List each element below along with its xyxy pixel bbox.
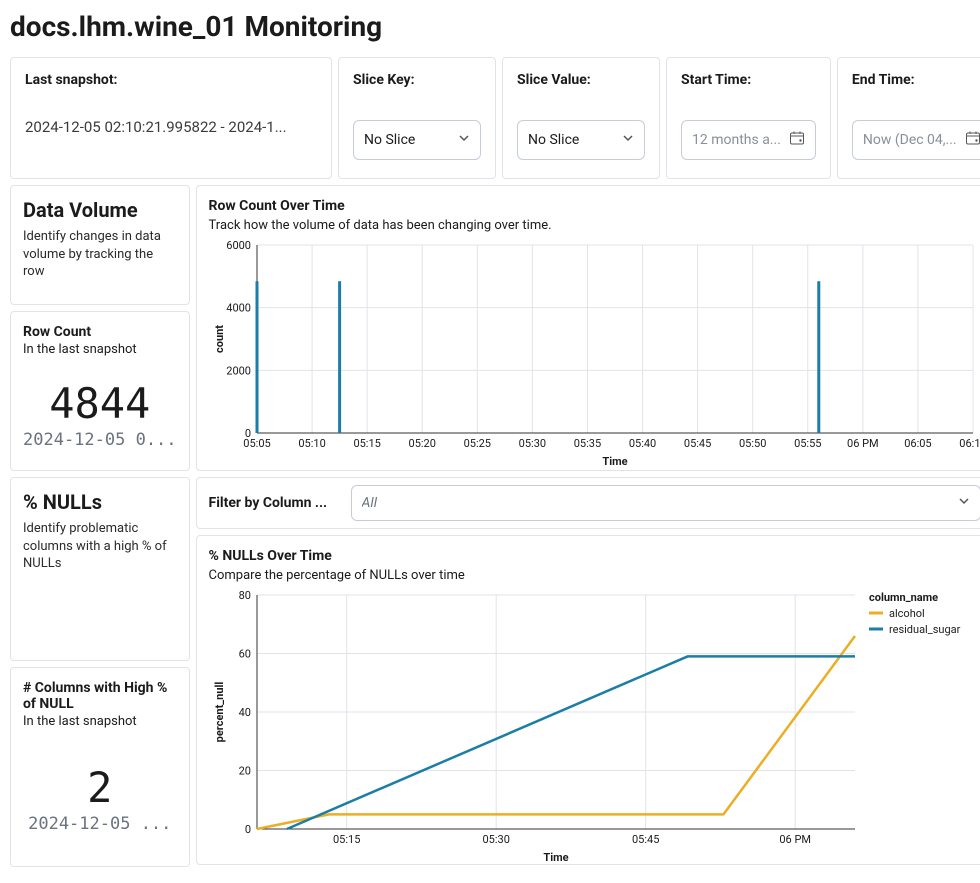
svg-text:06:10: 06:10 <box>959 437 980 450</box>
svg-text:20: 20 <box>238 765 250 778</box>
high-null-title: # Columns with High % of NULL <box>23 680 177 712</box>
svg-text:80: 80 <box>238 589 250 602</box>
nulls-desc: Identify problematic columns with a high… <box>23 520 177 573</box>
data-volume-summary: Data Volume Identify changes in data vol… <box>10 185 190 305</box>
svg-text:Time: Time <box>602 455 627 468</box>
nulls-summary: % NULLs Identify problematic columns wit… <box>10 477 190 661</box>
filter-snapshot: Last snapshot: 2024-12-05 02:10:21.99582… <box>10 57 332 179</box>
data-volume-desc: Identify changes in data volume by track… <box>23 228 177 281</box>
row-count-chart-subtitle: Track how the volume of data has been ch… <box>209 218 980 233</box>
svg-text:05:35: 05:35 <box>573 437 600 450</box>
slice-key-select[interactable]: No Slice <box>353 120 481 160</box>
column-filter-label: Filter by Column ... <box>209 495 335 511</box>
chevron-down-icon <box>458 132 470 148</box>
high-null-subtitle: In the last snapshot <box>23 714 177 729</box>
row-count-chart-title: Row Count Over Time <box>209 198 980 214</box>
nulls-heading: % NULLs <box>23 490 177 514</box>
page-title: docs.lhm.wine_01 Monitoring <box>10 10 970 43</box>
data-volume-heading: Data Volume <box>23 198 177 222</box>
row-count-chart-svg: 020004000600005:0505:1005:1505:2005:2505… <box>209 239 980 469</box>
chevron-down-icon <box>958 495 970 511</box>
svg-text:2000: 2000 <box>226 364 251 377</box>
row-count-title: Row Count <box>23 324 177 340</box>
svg-text:40: 40 <box>238 706 250 719</box>
end-time-value: Now (Dec 04,... <box>863 132 957 148</box>
svg-text:alcohol: alcohol <box>889 607 925 620</box>
column-filter-panel: Filter by Column ... All <box>196 477 980 529</box>
filter-slice-value-label: Slice Value: <box>517 72 645 88</box>
svg-text:05:30: 05:30 <box>518 437 545 450</box>
svg-text:05:05: 05:05 <box>243 437 270 450</box>
filter-slice-key: Slice Key: No Slice <box>338 57 496 179</box>
svg-text:column_name: column_name <box>869 591 938 604</box>
row-count-subtitle: In the last snapshot <box>23 342 177 357</box>
slice-key-value: No Slice <box>364 132 450 148</box>
slice-value-value: No Slice <box>528 132 614 148</box>
svg-text:05:55: 05:55 <box>794 437 821 450</box>
row-count-timestamp: 2024-12-05 0... <box>23 430 177 450</box>
filter-slice-value: Slice Value: No Slice <box>502 57 660 179</box>
row-count-stat: Row Count In the last snapshot 4844 2024… <box>10 311 190 471</box>
filter-snapshot-label: Last snapshot: <box>25 72 317 88</box>
svg-text:06 PM: 06 PM <box>847 437 879 450</box>
svg-text:06 PM: 06 PM <box>779 833 811 846</box>
svg-text:05:20: 05:20 <box>408 437 435 450</box>
filter-snapshot-value: 2024-12-05 02:10:21.995822 - 2024-1... <box>25 118 317 136</box>
filter-slice-key-label: Slice Key: <box>353 72 481 88</box>
svg-text:05:30: 05:30 <box>482 833 509 846</box>
filter-end-time: End Time: Now (Dec 04,... <box>837 57 980 179</box>
svg-text:4000: 4000 <box>226 302 251 315</box>
chevron-down-icon <box>622 132 634 148</box>
svg-text:05:15: 05:15 <box>353 437 380 450</box>
row-count-value: 4844 <box>23 379 177 428</box>
calendar-icon <box>965 130 980 150</box>
high-null-timestamp: 2024-12-05 ... <box>23 814 177 834</box>
svg-text:60: 60 <box>238 648 250 661</box>
svg-text:count: count <box>213 325 226 353</box>
svg-text:6000: 6000 <box>226 239 251 252</box>
svg-text:05:50: 05:50 <box>739 437 766 450</box>
svg-text:05:10: 05:10 <box>298 437 325 450</box>
svg-text:residual_sugar: residual_sugar <box>889 623 961 636</box>
svg-text:06:05: 06:05 <box>904 437 931 450</box>
start-time-value: 12 months a... <box>692 132 781 148</box>
svg-text:percent_null: percent_null <box>213 682 226 743</box>
svg-text:05:15: 05:15 <box>333 833 360 846</box>
filter-start-label: Start Time: <box>681 72 816 88</box>
filter-bar: Last snapshot: 2024-12-05 02:10:21.99582… <box>10 57 970 179</box>
svg-text:0: 0 <box>244 823 250 836</box>
column-filter-select[interactable]: All <box>351 485 980 521</box>
calendar-icon <box>789 130 805 150</box>
row-count-chart: Row Count Over Time Track how the volume… <box>196 185 980 471</box>
high-null-stat: # Columns with High % of NULL In the las… <box>10 667 190 867</box>
column-filter-value: All <box>362 495 950 511</box>
svg-text:05:40: 05:40 <box>628 437 655 450</box>
end-time-picker[interactable]: Now (Dec 04,... <box>852 120 980 160</box>
svg-text:05:45: 05:45 <box>632 833 659 846</box>
slice-value-select[interactable]: No Slice <box>517 120 645 160</box>
high-null-value: 2 <box>23 763 177 812</box>
start-time-picker[interactable]: 12 months a... <box>681 120 816 160</box>
svg-text:05:25: 05:25 <box>463 437 490 450</box>
filter-end-label: End Time: <box>852 72 980 88</box>
nulls-chart-subtitle: Compare the percentage of NULLs over tim… <box>209 568 980 583</box>
svg-text:05:45: 05:45 <box>683 437 710 450</box>
nulls-chart: % NULLs Over Time Compare the percentage… <box>196 535 980 865</box>
nulls-chart-title: % NULLs Over Time <box>209 548 980 564</box>
nulls-chart-svg: 0 20 40 60 80 05:15 05:30 05:45 06 PM percent_nul… <box>209 589 980 867</box>
filter-start-time: Start Time: 12 months a... <box>666 57 831 179</box>
svg-text:Time: Time <box>543 851 568 864</box>
